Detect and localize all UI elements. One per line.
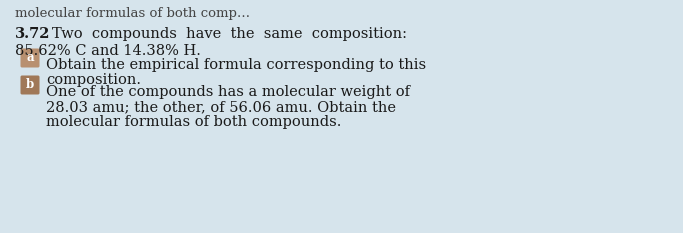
Text: composition.: composition. — [46, 73, 141, 87]
Text: Two  compounds  have  the  same  composition:: Two compounds have the same composition: — [52, 27, 407, 41]
Text: One of the compounds has a molecular weight of: One of the compounds has a molecular wei… — [46, 85, 410, 99]
Text: 28.03 amu; the other, of 56.06 amu. Obtain the: 28.03 amu; the other, of 56.06 amu. Obta… — [46, 100, 396, 114]
Text: molecular formulas of both comp…: molecular formulas of both comp… — [15, 7, 250, 20]
FancyBboxPatch shape — [20, 48, 40, 68]
Text: Obtain the empirical formula corresponding to this: Obtain the empirical formula correspondi… — [46, 58, 426, 72]
Text: b: b — [26, 78, 34, 91]
Text: molecular formulas of both compounds.: molecular formulas of both compounds. — [46, 115, 342, 129]
Text: 3.72: 3.72 — [15, 27, 51, 41]
FancyBboxPatch shape — [20, 75, 40, 95]
Text: a: a — [26, 51, 34, 64]
Text: 85.62% C and 14.38% H.: 85.62% C and 14.38% H. — [15, 44, 201, 58]
